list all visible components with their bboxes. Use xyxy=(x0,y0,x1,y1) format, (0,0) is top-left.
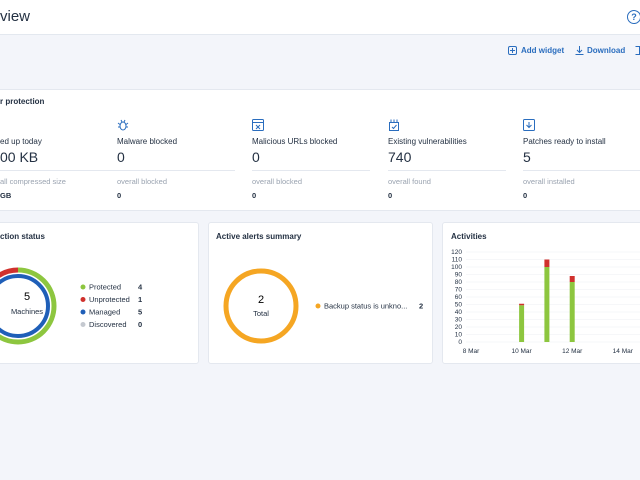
widget-title: ction status xyxy=(0,232,45,241)
y-tick-label: 0 xyxy=(458,339,462,346)
legend-value: 4 xyxy=(138,283,143,292)
donut-total: 2 xyxy=(258,294,264,306)
card-divider xyxy=(0,170,118,171)
card-sub-label: overall installed xyxy=(523,177,575,186)
x-tick-label: 12 Mar xyxy=(562,348,583,355)
legend-marker xyxy=(315,303,321,309)
card-value: 00 KB xyxy=(0,149,39,165)
legend-label: Managed xyxy=(89,308,120,317)
card-divider xyxy=(523,170,640,171)
card-sub-value: 0 xyxy=(252,191,257,200)
card-sub-label: all compressed size xyxy=(0,177,66,186)
legend-label: Discovered xyxy=(89,320,127,329)
donut-segment xyxy=(0,274,50,338)
activities-panel xyxy=(442,222,640,364)
y-tick-label: 120 xyxy=(451,249,462,256)
card-divider xyxy=(117,170,235,171)
card-value: 5 xyxy=(523,149,531,165)
header xyxy=(0,0,640,35)
donut-total: 5 xyxy=(24,291,30,303)
y-tick-label: 100 xyxy=(451,264,462,271)
download-button[interactable]: Download xyxy=(587,46,626,55)
protection-panel xyxy=(0,89,640,211)
card-label: Patches ready to install xyxy=(523,137,606,146)
donut-total-label: Total xyxy=(253,309,269,318)
add-widget-button[interactable]: Add widget xyxy=(521,46,565,55)
bar xyxy=(569,276,575,282)
legend-value: 2 xyxy=(419,302,423,311)
x-tick-label: 8 Mar xyxy=(463,348,480,355)
card-label: Malware blocked xyxy=(117,137,178,146)
card-sub-value: 0 xyxy=(117,191,122,200)
url-icon xyxy=(252,119,264,131)
y-tick-label: 90 xyxy=(455,272,463,279)
help-button[interactable]: ? xyxy=(627,10,640,24)
x-tick-label: 14 Mar xyxy=(613,348,634,355)
bar xyxy=(519,305,525,342)
donut-segment xyxy=(0,267,57,345)
donut-segment xyxy=(223,268,299,344)
legend-label: Unprotected xyxy=(89,295,130,304)
bar xyxy=(519,303,525,306)
bar xyxy=(544,259,550,267)
widget-title: Activities xyxy=(451,232,487,241)
y-tick-label: 30 xyxy=(455,317,463,324)
card-value: 0 xyxy=(252,149,260,165)
y-tick-label: 40 xyxy=(455,309,463,316)
card-label: Malicious URLs blocked xyxy=(252,137,338,146)
donut-total-label: Machines xyxy=(11,307,43,316)
card-sub-label: overall blocked xyxy=(117,177,168,186)
card-divider xyxy=(252,170,370,171)
y-tick-label: 10 xyxy=(455,332,463,339)
page-title: view xyxy=(0,8,31,25)
card-sub-value: 0 xyxy=(388,191,393,200)
legend-value: 1 xyxy=(138,295,142,304)
y-tick-label: 110 xyxy=(452,257,463,264)
card-label: Existing vulnerabilities xyxy=(388,137,467,146)
alerts-panel xyxy=(208,222,433,364)
card-sub-label: overall blocked xyxy=(252,177,303,186)
y-tick-label: 60 xyxy=(455,294,463,301)
legend-marker xyxy=(80,309,86,315)
malware-icon xyxy=(117,119,129,131)
vulnerability-icon xyxy=(389,119,399,131)
add-icon xyxy=(508,46,517,55)
x-tick-label: 10 Mar xyxy=(511,348,532,355)
card-sub-label: overall found xyxy=(388,177,431,186)
card-sub-value: 0 xyxy=(523,191,528,200)
download-icon xyxy=(575,46,584,55)
y-tick-label: 80 xyxy=(455,279,463,286)
legend-marker xyxy=(80,297,86,302)
legend-marker xyxy=(80,322,86,327)
section-title: r protection xyxy=(0,97,45,106)
card-label: ed up today xyxy=(0,137,42,146)
legend-label: Backup status is unkno... xyxy=(324,302,407,311)
y-tick-label: 50 xyxy=(455,302,463,309)
bar xyxy=(544,267,550,342)
legend-marker xyxy=(80,284,86,290)
donut-segment xyxy=(0,267,57,345)
card-value: 0 xyxy=(117,149,125,165)
bar xyxy=(569,282,575,342)
card-divider xyxy=(388,170,506,171)
widget-title: Active alerts summary xyxy=(216,232,302,241)
legend-label: Protected xyxy=(89,283,121,292)
patch-icon xyxy=(523,119,535,131)
legend-value: 0 xyxy=(138,320,142,329)
card-sub-value: GB xyxy=(0,191,12,200)
card-value: 740 xyxy=(388,149,412,165)
legend-value: 5 xyxy=(138,308,142,317)
y-tick-label: 70 xyxy=(455,287,463,294)
y-tick-label: 20 xyxy=(455,324,463,331)
